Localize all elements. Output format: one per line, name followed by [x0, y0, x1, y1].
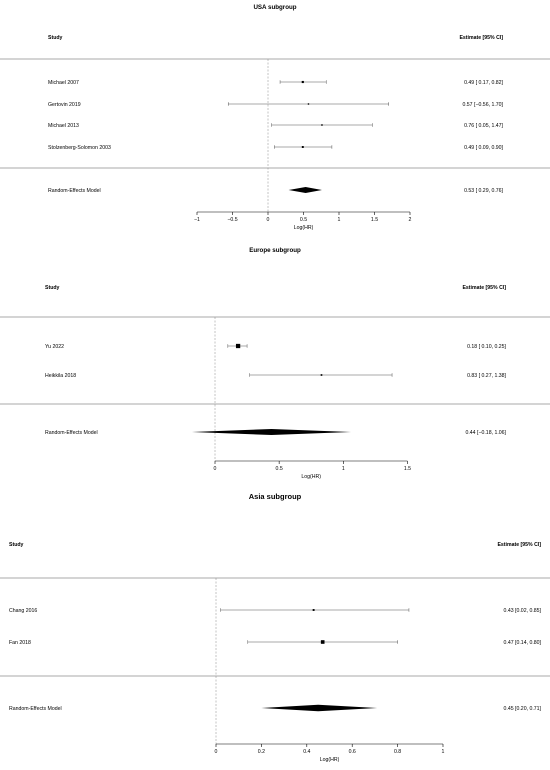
point-estimate [312, 609, 315, 611]
point-estimate [321, 124, 323, 126]
x-tick-label: 1.5 [371, 217, 378, 223]
study-label: Fan 2018 [9, 640, 31, 646]
x-axis-label: Log(HR) [294, 225, 314, 231]
x-tick-label: 0 [214, 466, 217, 472]
x-tick-label: 0.6 [349, 749, 356, 755]
point-estimate [320, 374, 323, 376]
x-tick-label: 0.5 [276, 466, 283, 472]
study-label: Yu 2022 [45, 344, 64, 350]
summary-estimate-text: 0.44 [−0.18, 1.06] [465, 430, 506, 436]
summary-diamond [288, 187, 322, 193]
x-tick-label: 1 [442, 749, 445, 755]
point-estimate [301, 146, 304, 148]
study-estimate-text: 0.57 [−0.56, 1.70] [462, 102, 503, 108]
study-estimate-text: 0.47 [0.14, 0.80] [504, 640, 542, 646]
study-estimate-text: 0.83 [ 0.27, 1.38] [467, 373, 506, 379]
summary-diamond [191, 429, 351, 435]
column-header-estimate: Estimate [95% CI] [462, 285, 506, 291]
summary-label: Random-Effects Model [48, 188, 101, 194]
study-estimate-text: 0.76 [ 0.05, 1.47] [464, 123, 503, 129]
summary-estimate-text: 0.45 [0.20, 0.71] [504, 706, 542, 712]
panel-title: USA subgroup [253, 4, 296, 11]
column-header-estimate: Estimate [95% CI] [497, 542, 541, 548]
summary-diamond [261, 704, 378, 712]
point-estimate [307, 103, 310, 105]
study-label: Heikkila 2018 [45, 373, 76, 379]
x-axis-label: Log(HR) [320, 757, 340, 763]
study-estimate-text: 0.43 [0.02, 0.85] [504, 608, 542, 614]
column-header-study: Study [9, 542, 24, 548]
column-header-study: Study [48, 35, 63, 41]
panel-title: Asia subgroup [249, 492, 302, 501]
summary-label: Random-Effects Model [9, 706, 62, 712]
column-header-study: Study [45, 285, 60, 291]
x-tick-label: 1.5 [404, 466, 411, 472]
summary-estimate-text: 0.53 [ 0.29, 0.76] [464, 188, 503, 194]
column-header-estimate: Estimate [95% CI] [459, 35, 503, 41]
study-label: Chang 2016 [9, 608, 37, 614]
x-tick-label: −1 [194, 217, 200, 223]
x-tick-label: 1 [342, 466, 345, 472]
point-estimate [320, 640, 325, 644]
study-label: Michael 2007 [48, 80, 79, 86]
study-estimate-text: 0.49 [ 0.17, 0.82] [464, 80, 503, 86]
x-tick-label: −0.5 [227, 217, 237, 223]
x-tick-label: 0.5 [300, 217, 307, 223]
study-label: Stolzenberg-Solomon 2003 [48, 145, 111, 151]
study-label: Michael 2013 [48, 123, 79, 129]
panel-title: Europe subgroup [249, 247, 301, 254]
x-tick-label: 2 [409, 217, 412, 223]
x-axis-label: Log(HR) [301, 474, 321, 480]
x-tick-label: 0.4 [303, 749, 310, 755]
study-label: Gertovin 2019 [48, 102, 81, 108]
point-estimate [235, 343, 241, 349]
x-tick-label: 1 [338, 217, 341, 223]
x-tick-label: 0 [215, 749, 218, 755]
point-estimate [301, 80, 304, 84]
study-estimate-text: 0.49 [ 0.09, 0.90] [464, 145, 503, 151]
study-estimate-text: 0.18 [ 0.10, 0.25] [467, 344, 506, 350]
x-tick-label: 0 [267, 217, 270, 223]
x-tick-label: 0.2 [258, 749, 265, 755]
summary-label: Random-Effects Model [45, 430, 98, 436]
x-tick-label: 0.8 [394, 749, 401, 755]
